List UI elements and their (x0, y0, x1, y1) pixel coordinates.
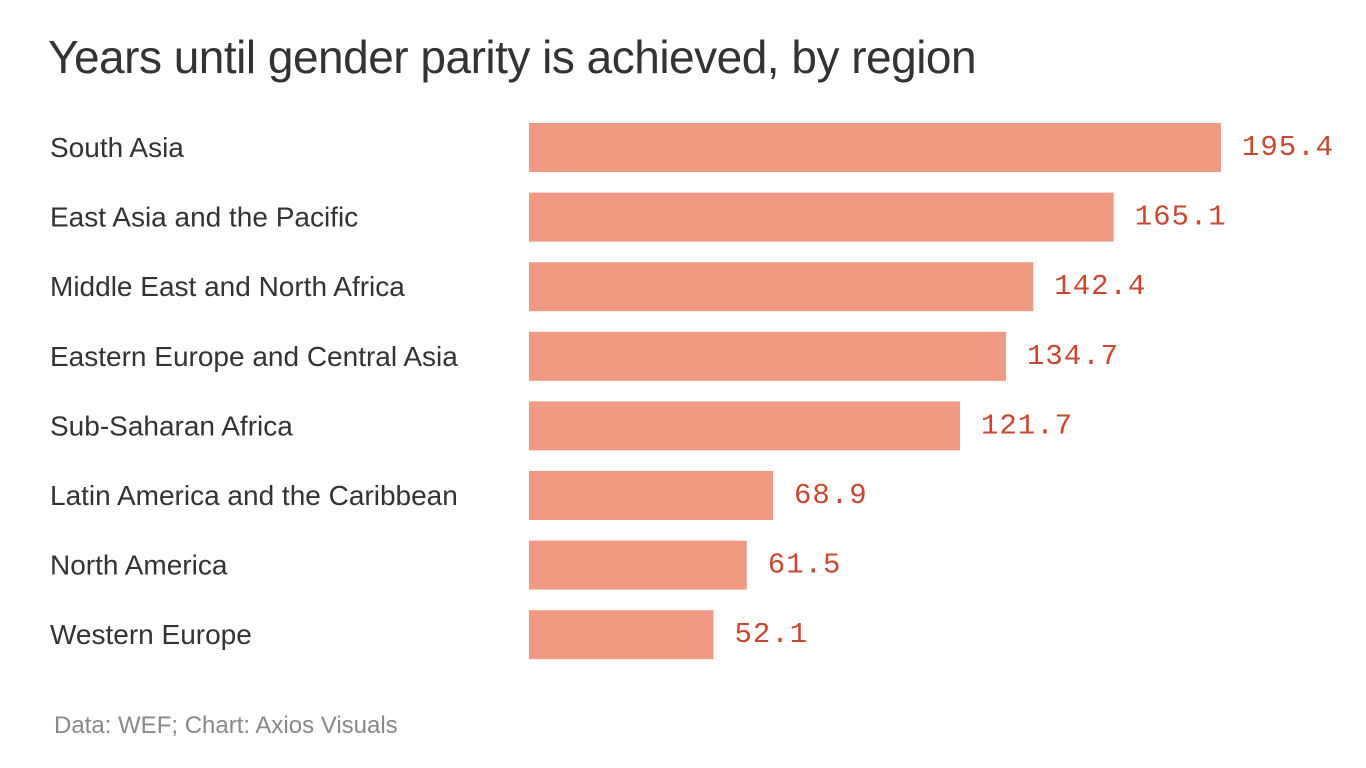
bar (529, 401, 960, 451)
category-label: Eastern Europe and Central Asia (50, 341, 458, 372)
bar (529, 610, 714, 660)
bar (529, 123, 1221, 172)
bar (529, 192, 1114, 242)
bars-group: South Asia 195.4 East Asia and the Pacific… (50, 123, 1334, 660)
category-label: Sub-Saharan Africa (50, 410, 293, 441)
value-label: 142.4 (1054, 270, 1146, 303)
category-label: East Asia and the Pacific (50, 202, 358, 233)
value-label: 195.4 (1242, 131, 1334, 164)
category-label: North America (50, 550, 228, 581)
bar (529, 331, 1007, 381)
value-label: 121.7 (981, 409, 1073, 442)
category-label: Western Europe (50, 619, 252, 650)
value-label: 61.5 (768, 549, 842, 582)
bar (529, 262, 1034, 312)
category-label: South Asia (50, 132, 184, 163)
source-note: Data: WEF; Chart: Axios Visuals (54, 712, 398, 739)
chart-title: Years until gender parity is achieved, b… (48, 31, 977, 83)
bar (529, 540, 747, 590)
bar (529, 471, 774, 520)
value-label: 134.7 (1027, 340, 1119, 373)
category-label: Middle East and North Africa (50, 271, 405, 302)
value-label: 68.9 (794, 479, 868, 512)
value-label: 52.1 (735, 618, 809, 651)
bar-chart: South Asia 195.4 East Asia and the Pacific… (50, 123, 1334, 660)
category-label: Latin America and the Caribbean (50, 480, 458, 511)
value-label: 165.1 (1135, 201, 1227, 234)
